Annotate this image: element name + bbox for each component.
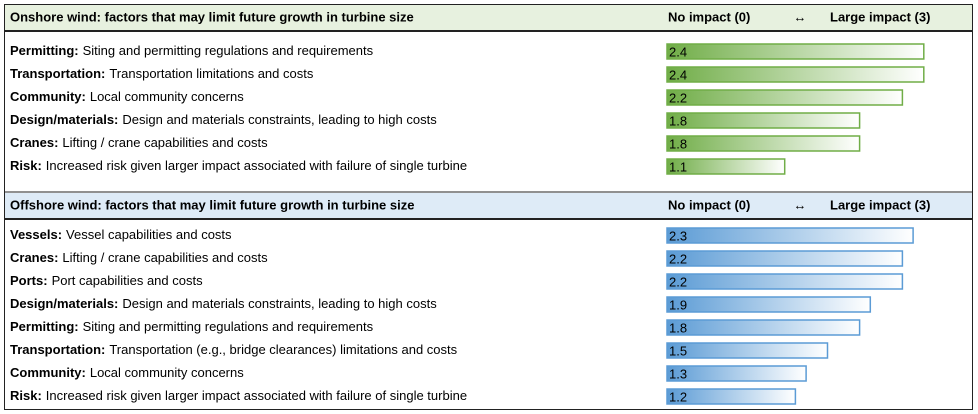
scale-low: No impact (0): [668, 197, 750, 212]
row-label: Risk: Increased risk given larger impact …: [10, 388, 467, 403]
factor-description: Lifting / crane capabilities and costs: [62, 135, 268, 150]
row-label: Design/materials: Design and materials co…: [10, 296, 437, 311]
factor-description: Lifting / crane capabilities and costs: [62, 250, 268, 265]
row-label: Community: Local community concerns: [10, 365, 244, 380]
factor-name: Community:: [10, 365, 86, 380]
factor-description: Siting and permitting regulations and re…: [83, 43, 374, 58]
factor-description: Local community concerns: [90, 89, 244, 104]
bar: [666, 43, 925, 60]
value-label: 1.8: [669, 136, 687, 151]
factor-description: Port capabilities and costs: [52, 273, 204, 288]
factor-description: Transportation limitations and costs: [109, 66, 314, 81]
factor-description: Increased risk given larger impact assoc…: [46, 158, 467, 173]
row-label: Risk: Increased risk given larger impact …: [10, 158, 467, 173]
factor-name: Risk:: [10, 388, 42, 403]
value-label: 1.5: [669, 343, 687, 358]
frame: [4, 4, 973, 410]
factor-description: Local community concerns: [90, 365, 244, 380]
bar: [666, 66, 925, 83]
bar: [666, 296, 872, 313]
bar: [666, 388, 797, 405]
section-header: [5, 193, 972, 218]
value-label: 2.4: [669, 44, 687, 59]
factor-name: Risk:: [10, 158, 42, 173]
factor-description: Increased risk given larger impact assoc…: [46, 388, 467, 403]
factor-name: Cranes:: [10, 250, 58, 265]
scale-arrow: ↔: [794, 9, 807, 24]
row-label: Design/materials: Design and materials co…: [10, 112, 437, 127]
bar: [666, 273, 904, 290]
factor-name: Transportation:: [10, 66, 105, 81]
scale-high: Large impact (3): [830, 197, 930, 212]
factor-description: Design and materials constraints, leadin…: [122, 296, 437, 311]
bar: [666, 89, 904, 106]
row-label: Ports: Port capabilities and costs: [10, 273, 203, 288]
factor-name: Permitting:: [10, 43, 79, 58]
bar: [666, 319, 861, 336]
bar: [666, 112, 861, 129]
factor-name: Vessels:: [10, 227, 62, 242]
row-label: Vessels: Vessel capabilities and costs: [10, 227, 232, 242]
bar: [666, 250, 904, 267]
value-label: 2.2: [669, 90, 687, 105]
value-label: 1.8: [669, 320, 687, 335]
value-label: 2.4: [669, 67, 687, 82]
row-label: Cranes: Lifting / crane capabilities and …: [10, 250, 268, 265]
row-label: Community: Local community concerns: [10, 89, 244, 104]
factor-description: Vessel capabilities and costs: [66, 227, 232, 242]
factor-description: Siting and permitting regulations and re…: [83, 319, 374, 334]
factor-name: Design/materials:: [10, 296, 118, 311]
factor-name: Cranes:: [10, 135, 58, 150]
value-label: 2.2: [669, 274, 687, 289]
scale-low: No impact (0): [668, 9, 750, 24]
scale-arrow: ↔: [794, 197, 807, 212]
scale-high: Large impact (3): [830, 9, 930, 24]
factor-name: Ports:: [10, 273, 48, 288]
value-label: 1.2: [669, 389, 687, 404]
row-label: Permitting: Siting and permitting regulat…: [10, 43, 374, 58]
row-label: Cranes: Lifting / crane capabilities and …: [10, 135, 268, 150]
value-label: 2.3: [669, 228, 687, 243]
section-title: Offshore wind: factors that may limit fu…: [10, 197, 414, 212]
bar: [666, 135, 861, 152]
factor-name: Permitting:: [10, 319, 79, 334]
bar: [666, 158, 786, 175]
factor-name: Design/materials:: [10, 112, 118, 127]
factor-description: Design and materials constraints, leadin…: [122, 112, 437, 127]
row-label: Transportation: Transportation (e.g., bri…: [10, 342, 458, 357]
bar: [666, 365, 807, 382]
section-title: Onshore wind: factors that may limit fut…: [10, 9, 414, 24]
row-label: Transportation: Transportation limitation…: [10, 66, 314, 81]
value-label: 2.2: [669, 251, 687, 266]
value-label: 1.9: [669, 297, 687, 312]
bar: [666, 342, 829, 359]
value-label: 1.8: [669, 113, 687, 128]
factor-description: Transportation (e.g., bridge clearances)…: [109, 342, 457, 357]
row-label: Permitting: Siting and permitting regulat…: [10, 319, 374, 334]
value-label: 1.3: [669, 366, 687, 381]
bar: [666, 227, 914, 244]
factor-name: Transportation:: [10, 342, 105, 357]
value-label: 1.1: [669, 159, 687, 174]
factor-name: Community:: [10, 89, 86, 104]
section-header: [5, 5, 972, 30]
